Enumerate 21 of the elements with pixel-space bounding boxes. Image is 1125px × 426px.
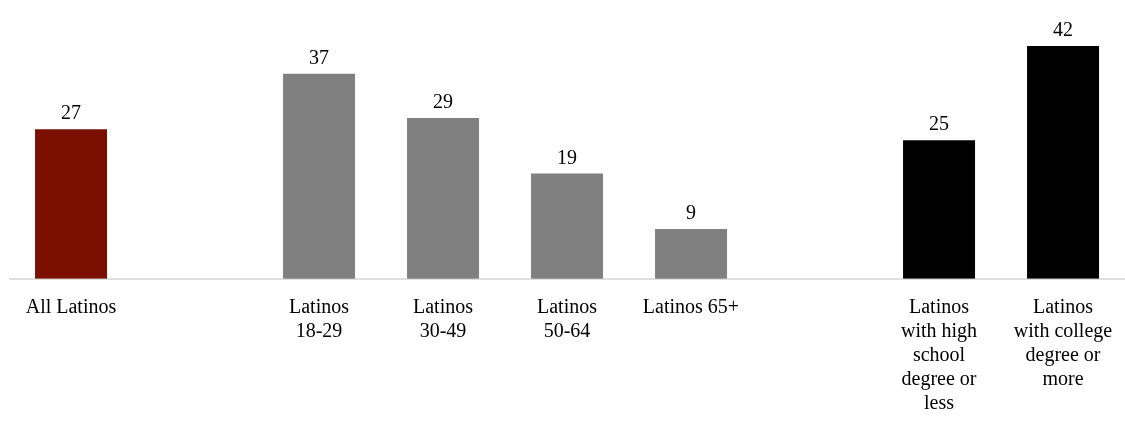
x-tick-label: Latinos 18-29	[289, 295, 350, 341]
bar	[1027, 46, 1100, 279]
x-tick-label: Latinos 30-49	[413, 295, 474, 341]
data-label: 29	[433, 90, 454, 113]
data-label: 42	[1053, 18, 1074, 40]
bar	[407, 118, 480, 279]
x-tick-label: Latinos 50-64	[537, 295, 598, 341]
bar	[283, 73, 356, 279]
bar	[903, 140, 976, 279]
x-tick-label: Latinos 65+	[642, 295, 740, 317]
x-tick-label: Latinos with high school degree or less	[900, 295, 978, 413]
x-tick-label: Latinos with college degree or more	[1013, 295, 1113, 389]
data-label: 27	[61, 101, 82, 124]
data-label: 37	[309, 45, 330, 68]
data-label: 9	[686, 201, 697, 224]
bar	[531, 173, 604, 279]
data-label: 25	[929, 112, 950, 135]
data-label: 19	[557, 145, 578, 168]
bar	[35, 129, 108, 279]
x-tick-label: All Latinos	[25, 295, 117, 317]
bar	[655, 229, 728, 279]
